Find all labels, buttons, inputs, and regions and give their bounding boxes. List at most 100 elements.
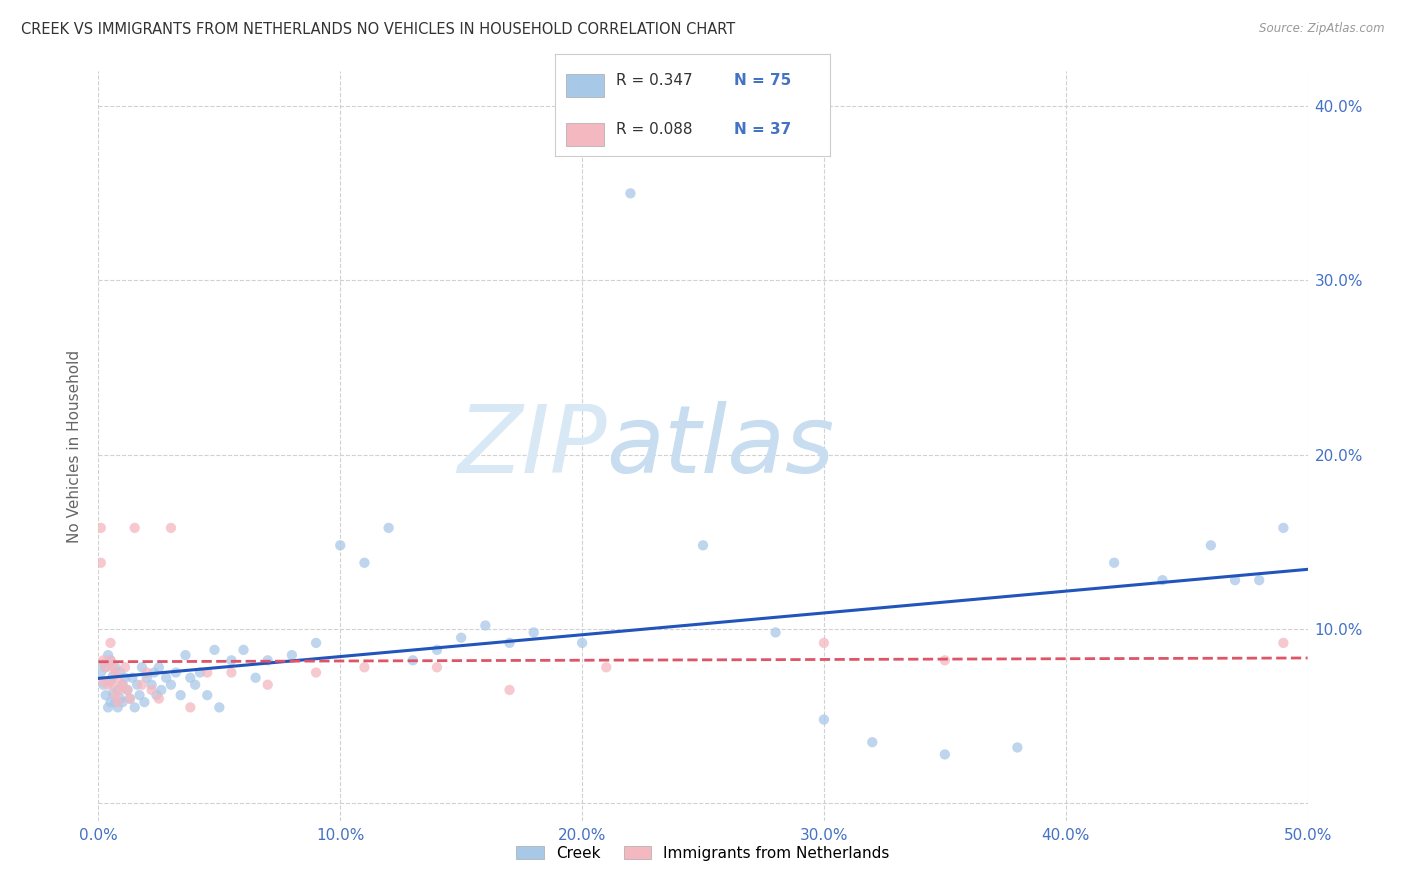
Point [91, 653, 114, 667]
Point [94, 660, 117, 674]
Point [117, 682, 139, 697]
Point [195, 688, 218, 702]
Point [104, 660, 127, 674]
Point [174, 648, 197, 662]
Point [353, 556, 375, 570]
Point [692, 538, 714, 552]
Point [169, 688, 191, 702]
Point [232, 643, 254, 657]
Point [619, 186, 641, 201]
Point [281, 648, 304, 662]
Point [101, 669, 124, 683]
Point [131, 660, 153, 674]
Point [145, 688, 167, 702]
Point [143, 665, 166, 680]
Point [111, 678, 134, 692]
Point [108, 682, 131, 697]
Point [1152, 573, 1174, 587]
Text: N = 37: N = 37 [734, 122, 790, 137]
Point [97, 700, 120, 714]
Y-axis label: No Vehicles in Household: No Vehicles in Household [67, 350, 83, 542]
Point [117, 682, 139, 697]
Point [160, 521, 183, 535]
Point [114, 660, 136, 674]
Point [523, 625, 546, 640]
Point [1102, 556, 1125, 570]
Point [256, 678, 278, 692]
Point [155, 671, 177, 685]
Text: Source: ZipAtlas.com: Source: ZipAtlas.com [1260, 22, 1385, 36]
Point [131, 678, 153, 692]
Bar [567, 123, 605, 145]
Text: CREEK VS IMMIGRANTS FROM NETHERLANDS NO VEHICLES IN HOUSEHOLD CORRELATION CHART: CREEK VS IMMIGRANTS FROM NETHERLANDS NO … [21, 22, 735, 37]
Point [90, 665, 112, 680]
Point [118, 691, 141, 706]
Point [100, 636, 122, 650]
Point [97, 678, 120, 692]
Point [100, 674, 122, 689]
Text: N = 75: N = 75 [734, 72, 790, 87]
Point [97, 648, 120, 662]
Point [107, 682, 129, 697]
Text: atlas: atlas [606, 401, 835, 491]
Point [148, 660, 170, 674]
Point [179, 700, 201, 714]
Point [114, 671, 136, 685]
Point [165, 665, 187, 680]
Point [934, 653, 956, 667]
Point [128, 688, 150, 702]
Point [1272, 521, 1295, 535]
Point [402, 653, 425, 667]
Point [108, 665, 131, 680]
Point [426, 643, 449, 657]
Point [1249, 573, 1271, 587]
Point [104, 695, 127, 709]
Point [135, 671, 157, 685]
Point [450, 631, 472, 645]
Point [188, 665, 211, 680]
Point [107, 700, 129, 714]
Point [100, 695, 122, 709]
Point [221, 665, 243, 680]
Point [498, 682, 520, 697]
Point [813, 636, 835, 650]
Point [1223, 573, 1246, 587]
Point [1272, 636, 1295, 650]
Point [571, 636, 593, 650]
Point [101, 660, 124, 674]
Point [353, 660, 375, 674]
Text: R = 0.088: R = 0.088 [616, 122, 692, 137]
Point [141, 678, 163, 692]
Point [124, 521, 146, 535]
Point [91, 678, 114, 692]
Point [118, 691, 141, 706]
Point [104, 665, 127, 680]
Point [1007, 740, 1029, 755]
Text: R = 0.347: R = 0.347 [616, 72, 692, 87]
Point [221, 653, 243, 667]
Point [100, 653, 122, 667]
Point [134, 695, 156, 709]
Point [765, 625, 787, 640]
Point [208, 700, 231, 714]
Point [595, 660, 617, 674]
Point [104, 688, 127, 702]
Point [101, 686, 124, 700]
Point [121, 671, 143, 685]
Point [813, 713, 835, 727]
Point [108, 691, 131, 706]
Point [124, 700, 146, 714]
Point [179, 671, 201, 685]
Point [934, 747, 956, 762]
Point [91, 674, 114, 689]
Point [101, 678, 124, 692]
Legend: Creek, Immigrants from Netherlands: Creek, Immigrants from Netherlands [510, 839, 896, 867]
Point [329, 538, 352, 552]
Point [498, 636, 520, 650]
Point [245, 671, 267, 685]
Point [127, 678, 149, 692]
Point [141, 682, 163, 697]
Point [100, 653, 122, 667]
Point [195, 665, 218, 680]
Point [94, 660, 117, 674]
